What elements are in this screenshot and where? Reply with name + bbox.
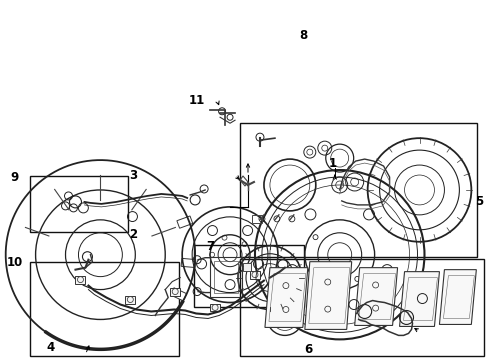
Bar xyxy=(170,288,180,296)
Polygon shape xyxy=(399,272,440,327)
Bar xyxy=(177,216,193,228)
Polygon shape xyxy=(440,270,476,324)
Text: 5: 5 xyxy=(475,195,484,208)
Bar xyxy=(240,123,477,257)
Text: 1: 1 xyxy=(329,157,337,170)
Polygon shape xyxy=(305,262,352,329)
Polygon shape xyxy=(265,268,308,328)
Text: 7: 7 xyxy=(206,240,214,253)
Bar xyxy=(171,288,187,301)
Bar xyxy=(252,215,262,223)
Bar xyxy=(214,261,238,293)
Bar xyxy=(243,263,251,271)
Text: 9: 9 xyxy=(10,171,19,184)
Bar xyxy=(240,259,485,356)
Text: 11: 11 xyxy=(189,94,205,107)
Text: 10: 10 xyxy=(6,256,23,269)
Bar xyxy=(30,262,179,356)
Bar xyxy=(210,257,242,297)
Bar xyxy=(210,303,220,311)
Text: 2: 2 xyxy=(129,228,137,241)
Bar xyxy=(181,258,196,267)
Text: 3: 3 xyxy=(129,168,137,181)
Text: 4: 4 xyxy=(47,341,55,354)
Bar xyxy=(125,296,135,303)
Bar xyxy=(30,176,128,232)
Text: 8: 8 xyxy=(300,29,308,42)
Polygon shape xyxy=(355,268,397,325)
Text: 6: 6 xyxy=(305,343,313,356)
Bar xyxy=(250,271,260,279)
Bar xyxy=(75,276,85,284)
Bar xyxy=(194,244,304,307)
Bar xyxy=(270,274,280,282)
